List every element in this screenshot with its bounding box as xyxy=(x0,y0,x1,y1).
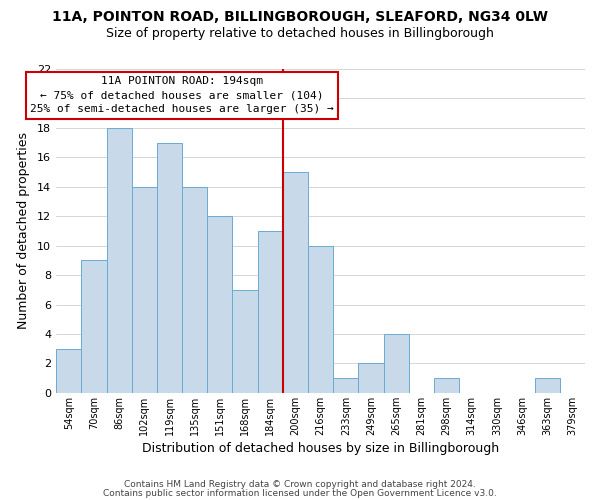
Bar xyxy=(358,364,383,393)
Bar xyxy=(333,378,358,393)
Bar xyxy=(157,142,182,393)
Bar xyxy=(434,378,459,393)
Bar xyxy=(107,128,132,393)
Bar xyxy=(82,260,107,393)
Text: 11A POINTON ROAD: 194sqm
← 75% of detached houses are smaller (104)
25% of semi-: 11A POINTON ROAD: 194sqm ← 75% of detach… xyxy=(30,76,334,114)
X-axis label: Distribution of detached houses by size in Billingborough: Distribution of detached houses by size … xyxy=(142,442,499,455)
Bar xyxy=(56,348,82,393)
Bar xyxy=(132,187,157,393)
Text: Contains HM Land Registry data © Crown copyright and database right 2024.: Contains HM Land Registry data © Crown c… xyxy=(124,480,476,489)
Bar xyxy=(283,172,308,393)
Bar xyxy=(207,216,232,393)
Bar xyxy=(257,231,283,393)
Text: 11A, POINTON ROAD, BILLINGBOROUGH, SLEAFORD, NG34 0LW: 11A, POINTON ROAD, BILLINGBOROUGH, SLEAF… xyxy=(52,10,548,24)
Y-axis label: Number of detached properties: Number of detached properties xyxy=(17,132,30,330)
Bar xyxy=(182,187,207,393)
Text: Contains public sector information licensed under the Open Government Licence v3: Contains public sector information licen… xyxy=(103,488,497,498)
Bar xyxy=(308,246,333,393)
Bar xyxy=(535,378,560,393)
Bar xyxy=(232,290,257,393)
Bar xyxy=(383,334,409,393)
Text: Size of property relative to detached houses in Billingborough: Size of property relative to detached ho… xyxy=(106,28,494,40)
